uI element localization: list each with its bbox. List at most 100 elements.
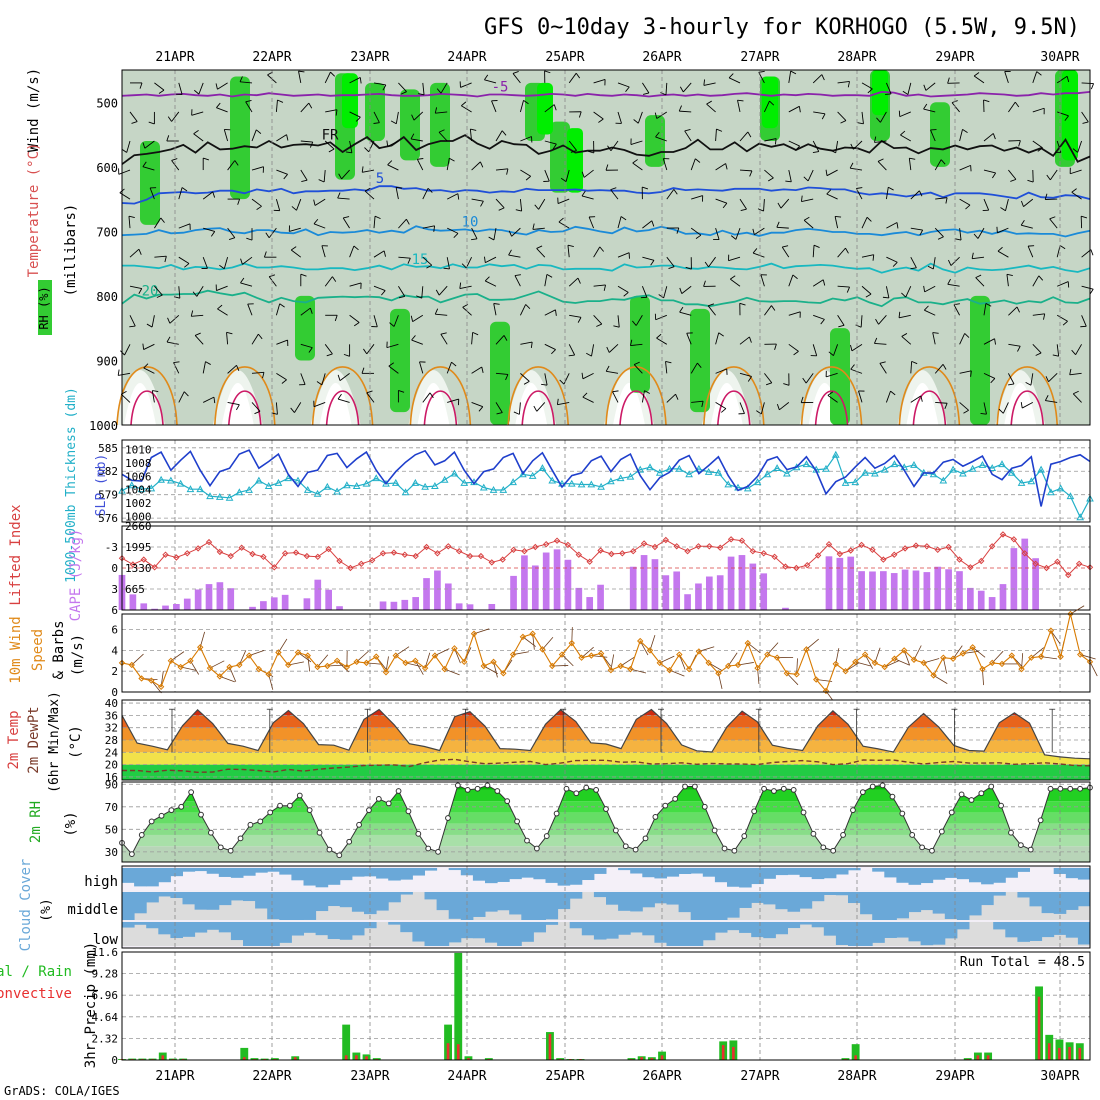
wind-barb — [203, 227, 215, 232]
wind-barb — [223, 257, 229, 269]
wind-barb-feather — [783, 383, 790, 386]
wind-barb-feather — [546, 274, 553, 278]
cloud-cover-bar — [569, 892, 583, 899]
wind-barb-feather — [236, 365, 240, 372]
wind-speed-marker — [245, 652, 253, 659]
wind-barb-feather — [143, 363, 149, 369]
cape-bar — [260, 601, 267, 610]
wind-barb-feather — [1010, 178, 1017, 182]
wind-barb-feather — [203, 157, 210, 161]
wind-barb-feather — [532, 223, 535, 230]
credit: GrADS: COLA/IGES — [4, 1084, 120, 1098]
rh-marker — [1077, 785, 1084, 792]
wind-barb-feather — [998, 408, 1004, 414]
temp-band — [122, 740, 1090, 753]
cloud-cover-bar — [932, 868, 946, 880]
wind-barb — [1032, 71, 1038, 84]
wind-barb-feather — [642, 186, 649, 190]
top-date-label: 25APR — [545, 50, 584, 65]
cape-bar — [303, 598, 311, 610]
y2-tick-label: 1004 — [125, 484, 152, 497]
wind-barb-feather — [673, 189, 678, 195]
wind-barb — [485, 256, 497, 264]
wind-speed-marker — [588, 652, 595, 659]
wind-barb-feather — [484, 74, 489, 81]
wind-barb-feather — [1037, 147, 1043, 152]
cloud-cover-bar — [400, 892, 413, 895]
cloud-cover-bar — [739, 922, 752, 933]
wind-barb — [568, 72, 577, 84]
temp-line — [121, 708, 1091, 760]
wind-barb-feather — [484, 276, 490, 282]
rh-marker — [464, 786, 471, 793]
wind-barb — [471, 227, 478, 240]
wind-barb-feather — [390, 120, 397, 125]
cloud-cover-bar — [1005, 868, 1018, 878]
wind-barb-feather — [747, 376, 752, 382]
upper-air-frame — [121, 69, 1091, 426]
rh-marker — [178, 803, 185, 810]
wind-barb — [398, 256, 411, 259]
cloud-cover-bar — [279, 892, 292, 920]
cloud-cover-bar — [230, 922, 244, 941]
rh-marker — [138, 832, 145, 838]
cloud-cover-bar — [448, 922, 462, 943]
cloud-cover-bar — [400, 922, 413, 933]
wind-speed-marker — [529, 630, 536, 637]
y-tick-label: 24 — [105, 746, 119, 759]
wind-barb — [861, 111, 864, 124]
wind-barb-feather — [757, 208, 764, 212]
wind-speed-marker — [558, 651, 566, 658]
isotherm-30-dome — [423, 390, 458, 426]
wind-barb-feather — [479, 161, 484, 168]
wind-barb — [194, 335, 204, 345]
wind-barb-feather — [990, 378, 996, 384]
wind-barb-feather — [215, 83, 218, 90]
rh-marker — [1067, 785, 1074, 792]
y-axis-label: Lifted Index — [8, 504, 24, 605]
wind-barb-feather — [882, 296, 889, 299]
wind-barb-feather — [117, 369, 120, 376]
wind-barb-feather — [644, 390, 650, 394]
rh-marker — [662, 802, 669, 809]
wind-barb-feather — [850, 143, 854, 150]
wind-barb — [202, 191, 214, 200]
wind-barb — [591, 344, 595, 357]
wind-barb — [935, 401, 948, 404]
wind-barb-feather — [558, 217, 564, 223]
wind-barb — [764, 305, 772, 316]
cape-bar — [151, 608, 158, 610]
wind-barb — [298, 71, 302, 83]
wind-barb — [373, 285, 386, 291]
wind-barb-feather — [525, 304, 531, 310]
wind-barb — [593, 246, 601, 258]
wind-barb-feather — [493, 303, 500, 305]
wind-barb-feather — [973, 233, 979, 239]
wind-speed-marker — [451, 645, 458, 652]
wind-barb — [1008, 306, 1018, 316]
wind-barb-feather — [790, 70, 797, 75]
wind-barb — [491, 100, 497, 113]
wind-barb-feather — [578, 111, 582, 118]
cloud-cover-bar — [714, 922, 728, 933]
rh-marker — [1057, 785, 1064, 792]
cloud-cover-bar — [775, 922, 788, 935]
wind-barb — [561, 654, 574, 667]
rh-marker — [474, 785, 481, 792]
precip-convective-bar — [242, 1057, 246, 1060]
cloud-cover-bar — [860, 892, 873, 915]
wind-barb — [977, 227, 985, 239]
wind-barb-feather — [1045, 376, 1049, 382]
wind-barb-feather — [963, 409, 969, 414]
cloud-cover-bar — [146, 892, 159, 903]
wind-speed-marker — [705, 659, 712, 667]
wind-barb — [446, 361, 452, 374]
rh-marker — [346, 838, 353, 845]
cloud-cover-bar — [218, 892, 232, 906]
isotherm-25-dome — [311, 366, 374, 426]
wind-speed-marker — [480, 662, 487, 670]
cloud-cover-bar — [448, 868, 462, 871]
thickness-marker — [1017, 478, 1026, 486]
cloud-cover-bar — [1065, 892, 1079, 910]
cloud-cover-bar — [194, 922, 208, 933]
